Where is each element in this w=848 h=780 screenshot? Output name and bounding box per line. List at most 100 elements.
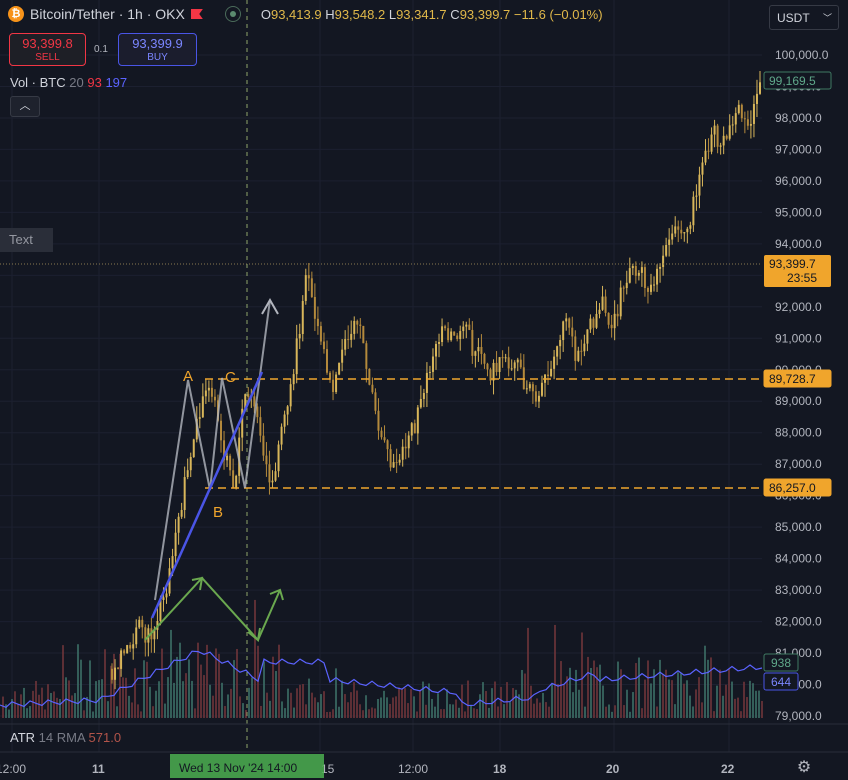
time-tick-label: 18 [493, 762, 507, 776]
volume-bar [557, 683, 559, 718]
volume-bar [596, 667, 598, 718]
volume-bar [140, 711, 142, 718]
candle-body [162, 597, 165, 601]
candle-body [580, 350, 583, 352]
candle-body [649, 284, 652, 292]
candle-body [680, 229, 683, 234]
candle-body [389, 449, 392, 468]
volume-bar [77, 644, 79, 718]
candle-body [743, 118, 746, 120]
time-axis: 12:00 11 15 12:00 18 20 22 Wed 13 Nov '24 14:00 [0, 723, 848, 778]
volume-bar [434, 706, 436, 718]
volume-bar [296, 688, 298, 718]
text-drawing-label[interactable]: Text [0, 228, 53, 252]
volume-bar [539, 702, 541, 718]
volume-legend[interactable]: Vol · BTC 20 93 197 [10, 75, 128, 90]
volume-bar [404, 688, 406, 718]
order-quantity[interactable]: 0.1 [94, 44, 108, 55]
volume-bar [347, 702, 349, 718]
candle-body [295, 338, 298, 375]
price-tick-label: 98,000.0 [775, 111, 822, 125]
volume-bar [599, 664, 601, 718]
volume-bar [332, 709, 334, 718]
candle-body [731, 124, 734, 126]
volume-bar [59, 699, 61, 718]
candle-body [165, 593, 168, 598]
flag-icon[interactable] [190, 9, 203, 19]
gear-icon[interactable]: ⚙ [796, 759, 812, 776]
symbol-title[interactable]: Bitcoin/Tether · 1h · OKX [30, 6, 185, 22]
volume-bar [200, 664, 202, 718]
time-tick-label: 12:00 [398, 762, 428, 776]
candle-body [755, 93, 758, 104]
last-price-tag: 99,169.5 [769, 74, 816, 88]
collapse-legend-button[interactable]: ︿ [10, 96, 40, 117]
candle-body [356, 320, 359, 325]
candle-body [198, 417, 201, 419]
volume-bar [167, 677, 169, 718]
candle-body [613, 313, 616, 329]
volume-bar [53, 691, 55, 718]
volume-bar [176, 656, 178, 718]
candle-body [707, 150, 710, 152]
candle-body [562, 321, 565, 341]
candle-body [204, 390, 207, 397]
volume-bar [743, 681, 745, 718]
candle-body [689, 225, 692, 229]
candle-body [668, 239, 671, 245]
candle-body [141, 619, 144, 628]
price-tick-label: 89,000.0 [775, 394, 822, 408]
candle-body [392, 462, 395, 468]
candle-body [749, 123, 752, 126]
candle-body [159, 600, 162, 622]
candle-body [516, 359, 519, 363]
candle-body [725, 135, 728, 139]
candle-body [489, 369, 492, 381]
candle-body [286, 406, 289, 415]
volume-bar [152, 706, 154, 718]
volume-bar [665, 669, 667, 718]
volume-bar [62, 645, 64, 718]
volume-bar [713, 711, 715, 718]
volume-bar [293, 707, 295, 718]
candle-body [241, 408, 244, 438]
volume-bar [143, 660, 145, 718]
volume-bar [731, 681, 733, 718]
volume-bar [107, 701, 109, 718]
candle-body [519, 359, 522, 368]
volume-bar [425, 704, 427, 718]
sell-button[interactable]: 93,399.8 SELL [9, 33, 86, 66]
candle-body [244, 394, 247, 409]
atr-legend[interactable]: ATR 14 RMA 571.0 [10, 730, 122, 745]
volume-bar [173, 682, 175, 718]
buy-button[interactable]: 93,399.9 BUY [118, 33, 197, 66]
candle-body [465, 324, 468, 327]
volume-bar [224, 706, 226, 718]
volume-bar [614, 705, 616, 718]
candle-body [628, 268, 631, 283]
bitcoin-icon: ₿ [8, 6, 24, 22]
level-high-tag: 89,728.7 [769, 372, 816, 386]
volume-bar [620, 669, 622, 718]
volume-bar [68, 680, 70, 718]
volume-bar [605, 706, 607, 718]
candle-body [674, 226, 677, 234]
pattern-gray-path [154, 299, 271, 601]
volume-bar [239, 696, 241, 718]
currency-select[interactable]: USDT ﹀ [769, 5, 839, 30]
volume-tag: 644 [771, 675, 791, 689]
volume-bars [0, 599, 763, 718]
market-status-icon[interactable] [224, 6, 241, 22]
symbol-legend: ₿ Bitcoin/Tether · 1h · OKX O93,413.9 H9… [8, 6, 603, 22]
volume-bar [317, 702, 319, 718]
price-tick-label: 100,000.0 [775, 48, 829, 62]
candle-body [180, 509, 183, 517]
volume-bar [698, 677, 700, 718]
volume-bar [524, 673, 526, 718]
volume-bar [479, 694, 481, 718]
volume-bar [422, 681, 424, 718]
candle-body [740, 104, 743, 119]
candle-body [132, 644, 135, 649]
volume-bar [233, 660, 235, 718]
